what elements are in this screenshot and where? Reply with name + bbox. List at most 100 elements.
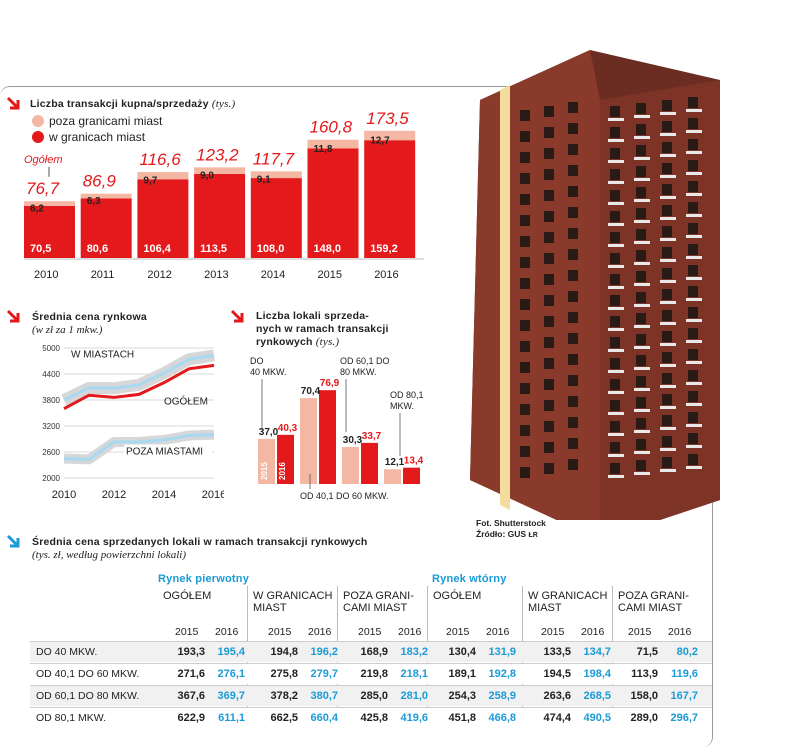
- balcony: [686, 445, 702, 448]
- window: [610, 463, 620, 474]
- label-total: 86,9: [83, 172, 117, 191]
- cell-2015: 425,8: [360, 712, 388, 724]
- window: [688, 349, 698, 360]
- balcony: [634, 346, 650, 349]
- y-tick: 4400: [42, 370, 60, 379]
- cell-2016: 660,4: [310, 712, 338, 724]
- balcony: [686, 424, 702, 427]
- bar-outside-cities: [307, 139, 359, 149]
- bar-outside-cities: [80, 193, 132, 199]
- cell-2016: 196,2: [310, 646, 338, 658]
- window: [568, 165, 578, 176]
- balcony: [686, 319, 702, 322]
- window: [568, 375, 578, 386]
- x-tick: 2010: [52, 489, 76, 501]
- window: [610, 337, 620, 348]
- balcony: [608, 307, 624, 310]
- balcony: [686, 382, 702, 385]
- window: [636, 145, 646, 156]
- window: [544, 421, 554, 432]
- balcony: [686, 109, 702, 112]
- year-header: 2015: [358, 626, 382, 638]
- label-total: 76,7: [26, 179, 60, 198]
- balcony: [660, 196, 676, 199]
- x-tick: 2016: [202, 489, 224, 501]
- label-bg: [70, 348, 140, 361]
- group-primary-market: Rynek pierwotny: [158, 573, 250, 585]
- label-2015: 37,0: [259, 427, 279, 438]
- window: [568, 333, 578, 344]
- window: [636, 334, 646, 345]
- label-2015: 30,3: [343, 435, 363, 446]
- window: [636, 313, 646, 324]
- balcony: [660, 112, 676, 115]
- bar-2016: [319, 390, 336, 484]
- table-subtitle: (tys. zł, według powierzchni lokali): [32, 549, 186, 561]
- window: [544, 211, 554, 222]
- window: [520, 446, 530, 457]
- balcony: [634, 157, 650, 160]
- balcony: [686, 172, 702, 175]
- year-header: 2016: [308, 626, 332, 638]
- window: [568, 144, 578, 155]
- window: [636, 250, 646, 261]
- x-tick-year: 2016: [374, 269, 398, 281]
- window: [520, 341, 530, 352]
- series-label-poza-miastami: POZA MIASTAMI: [126, 446, 203, 457]
- cell-2015: 451,8: [448, 712, 476, 724]
- balcony: [660, 427, 676, 430]
- window: [636, 271, 646, 282]
- balcony: [660, 322, 676, 325]
- x-tick-year: 2010: [34, 269, 58, 281]
- balcony: [634, 241, 650, 244]
- cell-2016: 192,8: [488, 668, 516, 680]
- window: [520, 257, 530, 268]
- table-row: [30, 641, 712, 662]
- bar-2015: [258, 438, 275, 484]
- window: [520, 383, 530, 394]
- cell-2015: 263,6: [543, 690, 571, 702]
- year-header: 2016: [398, 626, 422, 638]
- legend-in-cities: w granicach miast: [32, 130, 145, 144]
- window: [544, 463, 554, 474]
- window: [544, 232, 554, 243]
- bar-2016: [277, 434, 294, 484]
- balcony: [686, 193, 702, 196]
- label-in-cities: 148,0: [314, 243, 342, 255]
- row-label: OD 60,1 DO 80 MKW.: [36, 690, 140, 702]
- window: [610, 190, 620, 201]
- window: [688, 433, 698, 444]
- window: [688, 244, 698, 255]
- label-2016: 33,7: [362, 431, 382, 442]
- cell-2016: 80,2: [676, 646, 698, 658]
- window: [568, 312, 578, 323]
- window: [636, 208, 646, 219]
- window: [520, 425, 530, 436]
- window: [610, 358, 620, 369]
- cell-2015: 271,6: [177, 668, 205, 680]
- cell-2015: 194,8: [270, 646, 298, 658]
- bar-2015: [300, 398, 317, 484]
- window: [688, 286, 698, 297]
- window: [610, 148, 620, 159]
- balcony: [660, 448, 676, 451]
- lokale-title: Liczba lokali sprzeda-nych w ramach tran…: [256, 310, 389, 348]
- label-2016: 13,4: [404, 456, 424, 467]
- cell-2015: 285,0: [360, 690, 388, 702]
- window: [544, 379, 554, 390]
- window: [610, 127, 620, 138]
- cat-label-1: DO: [250, 356, 264, 366]
- cell-2016: 134,7: [583, 646, 611, 658]
- bar-in-cities: [364, 140, 416, 258]
- window: [544, 148, 554, 159]
- balcony: [660, 259, 676, 262]
- window: [520, 467, 530, 478]
- balcony: [608, 286, 624, 289]
- label-2015: 12,1: [385, 457, 405, 468]
- window: [610, 442, 620, 453]
- x-tick-year: 2014: [261, 269, 285, 281]
- window: [662, 415, 672, 426]
- bar-in-cities: [307, 148, 359, 258]
- balcony: [608, 202, 624, 205]
- building-illustration: [470, 50, 720, 520]
